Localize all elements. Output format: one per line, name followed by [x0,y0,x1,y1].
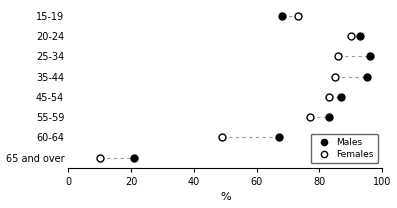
Point [307,115,313,119]
Point [357,34,364,38]
Point [131,156,137,159]
Point [335,55,341,58]
Point [338,95,345,99]
Point [276,136,282,139]
Point [294,14,301,17]
Point [96,156,103,159]
Point [326,95,332,99]
Point [279,14,285,17]
Legend: Males, Females: Males, Females [310,134,378,163]
X-axis label: %: % [220,192,231,202]
Point [363,75,370,78]
Point [326,115,332,119]
Point [332,75,338,78]
Point [219,136,225,139]
Point [366,55,373,58]
Point [348,34,354,38]
